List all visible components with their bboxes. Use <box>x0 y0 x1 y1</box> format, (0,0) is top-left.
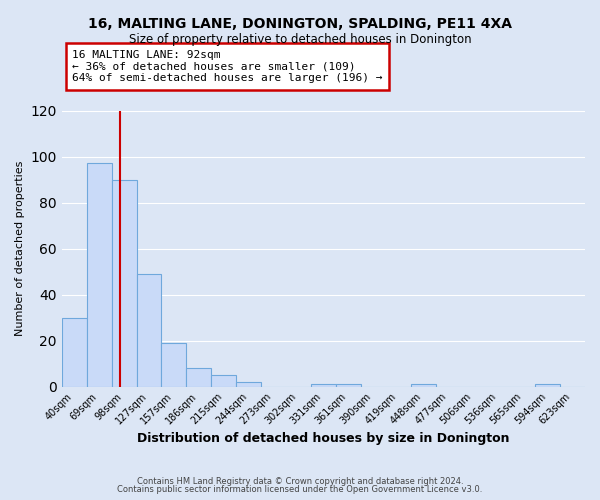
Text: 16 MALTING LANE: 92sqm
← 36% of detached houses are smaller (109)
64% of semi-de: 16 MALTING LANE: 92sqm ← 36% of detached… <box>72 50 383 83</box>
Text: Size of property relative to detached houses in Donington: Size of property relative to detached ho… <box>128 32 472 46</box>
Text: 16, MALTING LANE, DONINGTON, SPALDING, PE11 4XA: 16, MALTING LANE, DONINGTON, SPALDING, P… <box>88 18 512 32</box>
Bar <box>311 384 336 386</box>
Bar <box>187 368 211 386</box>
Bar <box>535 384 560 386</box>
Bar <box>161 343 187 386</box>
Bar <box>336 384 361 386</box>
Bar <box>112 180 137 386</box>
Bar <box>410 384 436 386</box>
X-axis label: Distribution of detached houses by size in Donington: Distribution of detached houses by size … <box>137 432 509 445</box>
Bar <box>62 318 87 386</box>
Y-axis label: Number of detached properties: Number of detached properties <box>15 161 25 336</box>
Text: Contains HM Land Registry data © Crown copyright and database right 2024.: Contains HM Land Registry data © Crown c… <box>137 477 463 486</box>
Bar <box>87 164 112 386</box>
Bar <box>236 382 261 386</box>
Bar <box>137 274 161 386</box>
Bar <box>211 375 236 386</box>
Text: Contains public sector information licensed under the Open Government Licence v3: Contains public sector information licen… <box>118 485 482 494</box>
